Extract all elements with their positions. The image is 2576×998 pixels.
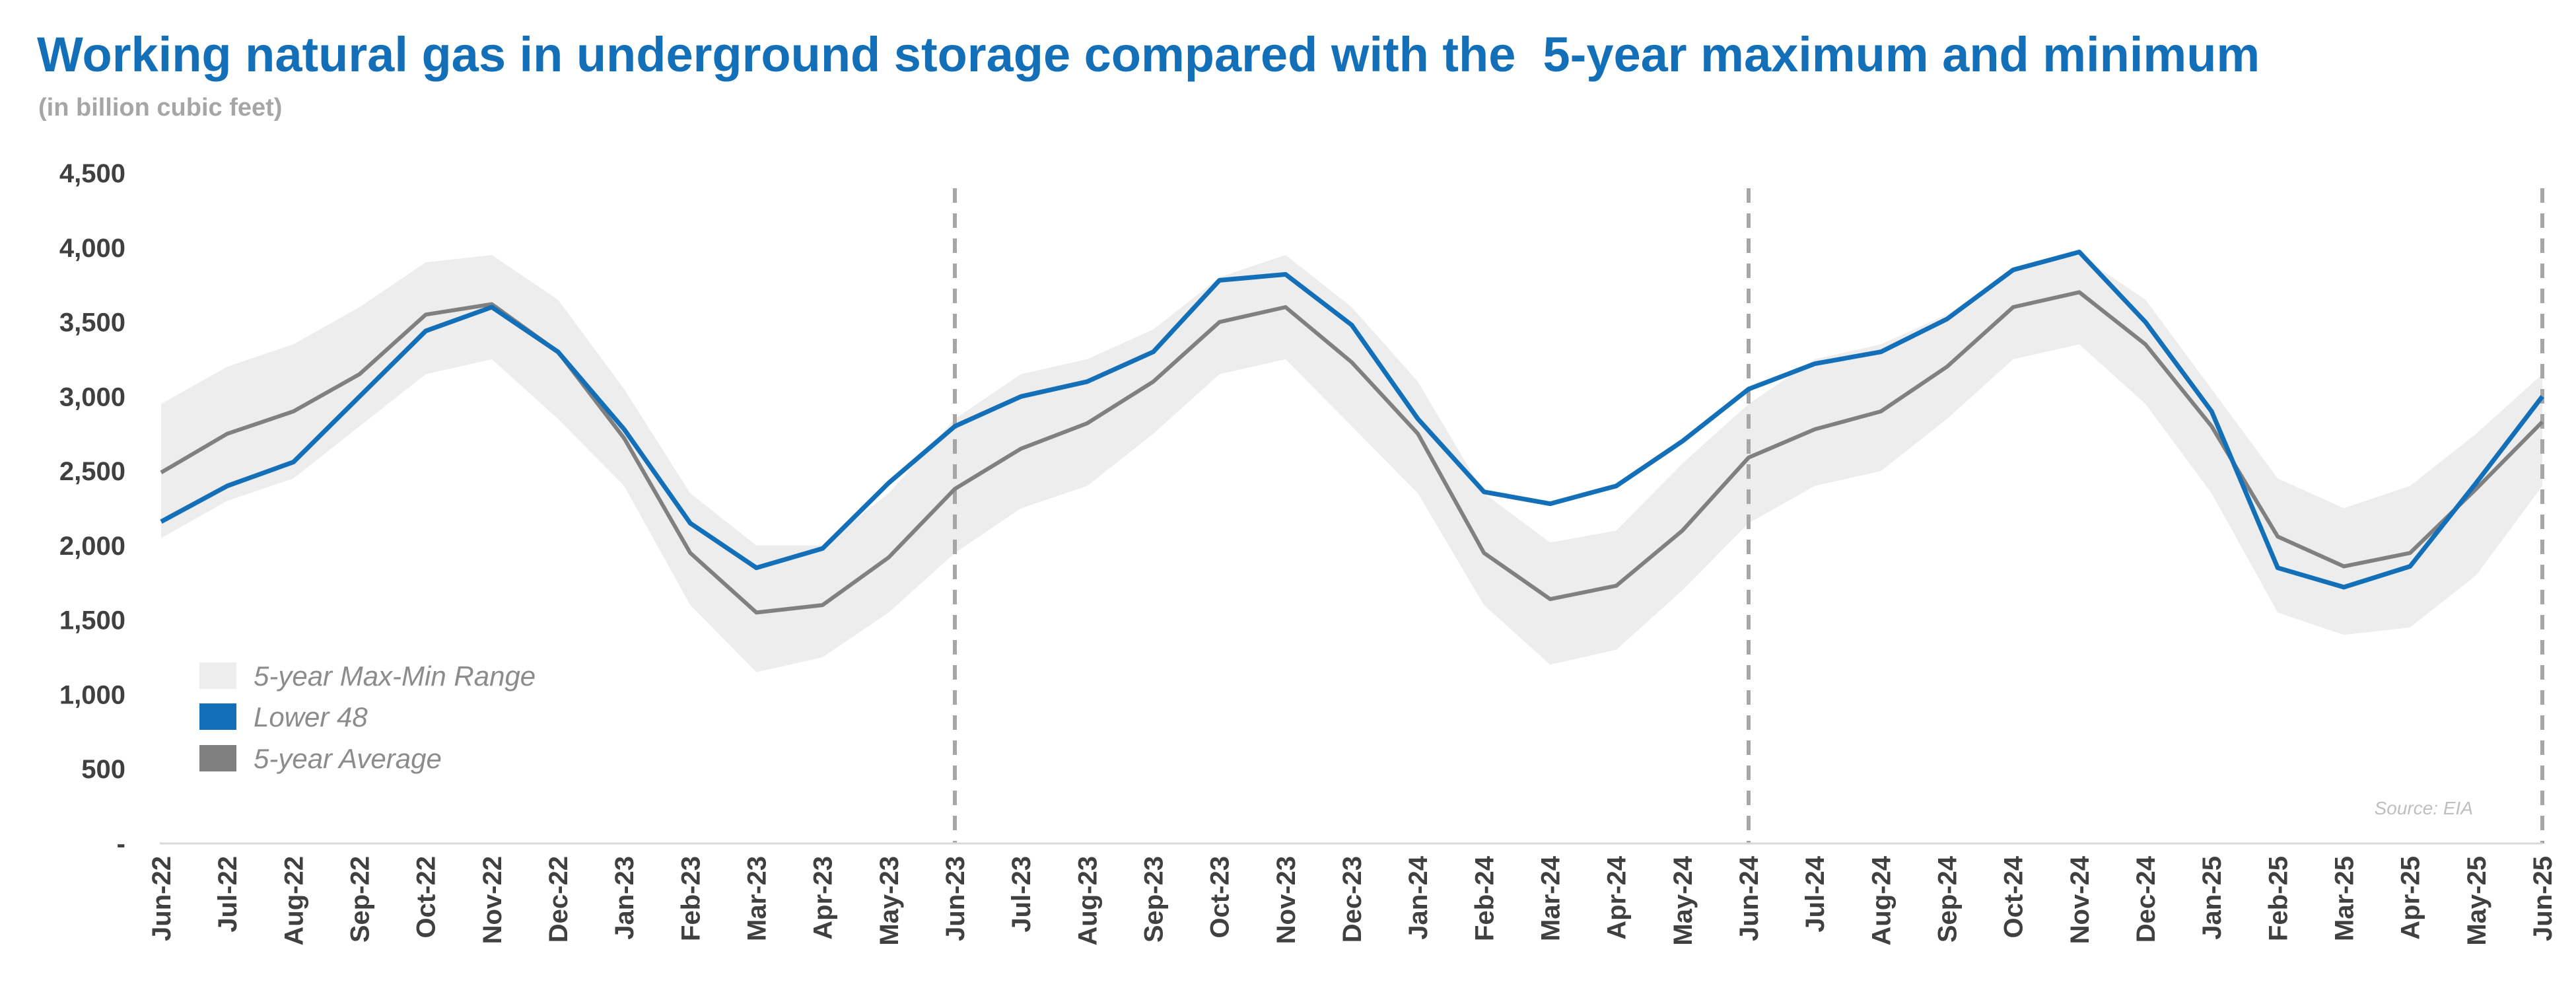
x-tick-label: Nov-22 (478, 856, 507, 944)
x-tick-label: Dec-24 (2132, 855, 2161, 943)
y-tick-label: - (117, 830, 125, 859)
source-note: Source: EIA (2375, 798, 2473, 818)
legend-swatch-average (199, 745, 236, 771)
chart-subtitle: (in billion cubic feet) (38, 94, 283, 122)
x-tick-label: Aug-23 (1073, 856, 1102, 946)
year-divider-layer (953, 188, 2544, 843)
x-tick-label: May-23 (875, 856, 904, 946)
series-line-layer (160, 250, 2544, 615)
x-tick-label: May-24 (1669, 855, 1698, 945)
x-tick-label: Dec-23 (1338, 856, 1367, 943)
y-tick-label: 2,500 (59, 457, 125, 486)
legend-swatch-lower48 (199, 703, 236, 730)
x-tick-label: Mar-24 (1537, 855, 1566, 941)
x-tick-label: Mar-23 (743, 856, 772, 941)
y-tick-label: 1,500 (59, 606, 125, 635)
x-tick-label: Feb-25 (2264, 856, 2293, 941)
legend-label-lower48: Lower 48 (254, 701, 368, 732)
x-tick-label: Feb-23 (676, 856, 705, 941)
x-tick-label: Nov-23 (1272, 856, 1301, 944)
range-band-layer (161, 255, 2542, 672)
x-tick-label: Sep-22 (346, 856, 375, 943)
x-tick-label: Jun-23 (941, 856, 970, 941)
x-tick-label: Oct-24 (2000, 855, 2029, 938)
legend-swatch-range (199, 662, 236, 689)
range-band (161, 255, 2542, 672)
x-tick-layer: Jun-22 Jul-22 Aug-22 Sep-22 Oct-22 Nov-22 Dec-… (147, 855, 2558, 945)
x-tick-label: Sep-23 (1140, 856, 1169, 943)
x-tick-label: Nov-24 (2066, 855, 2095, 944)
x-tick-label: Jul-22 (213, 856, 242, 933)
x-tick-label: Dec-22 (544, 856, 573, 943)
legend-label-range: 5-year Max-Min Range (254, 660, 536, 692)
x-tick-label: Aug-22 (279, 856, 308, 946)
y-tick-layer: - 500 1,000 1,500 2,000 2,500 3,000 3,500 4,000 4… (59, 159, 125, 859)
x-tick-label: Jun-24 (1735, 855, 1764, 941)
x-tick-label: Jan-23 (610, 856, 639, 940)
y-tick-label: 2,000 (59, 532, 125, 561)
y-tick-label: 500 (81, 755, 125, 784)
x-tick-label: Jun-25 (2528, 856, 2558, 941)
x-tick-label: Sep-24 (1933, 855, 1963, 943)
x-tick-label: Feb-24 (1470, 855, 1499, 941)
x-tick-label: Jan-25 (2198, 856, 2227, 940)
y-tick-label: 1,000 (59, 680, 125, 709)
chart-title: Working natural gas in underground stora… (37, 27, 2260, 82)
x-tick-label: May-25 (2462, 856, 2491, 946)
x-tick-label: Oct-23 (1206, 856, 1235, 939)
y-tick-label: 3,000 (59, 382, 125, 411)
series-line-lower48 (160, 250, 2544, 590)
y-tick-label: 3,500 (59, 308, 125, 338)
x-tick-label: Jul-24 (1801, 855, 1830, 932)
y-tick-label: 4,500 (59, 159, 125, 188)
x-tick-label: Apr-25 (2396, 856, 2425, 940)
y-tick-label: 4,000 (59, 234, 125, 263)
x-tick-label: Oct-22 (412, 856, 441, 939)
legend: 5-year Max-Min Range Lower 48 5-year Ave… (199, 660, 536, 774)
x-tick-label: Apr-23 (809, 856, 838, 940)
x-tick-label: Apr-24 (1603, 855, 1632, 939)
legend-label-average: 5-year Average (254, 743, 442, 774)
x-tick-label: Mar-25 (2330, 856, 2359, 941)
x-tick-label: Jan-24 (1404, 855, 1433, 939)
x-tick-label: Jun-22 (147, 856, 176, 941)
x-tick-label: Aug-24 (1867, 855, 1896, 945)
x-tick-label: Jul-23 (1007, 856, 1036, 933)
